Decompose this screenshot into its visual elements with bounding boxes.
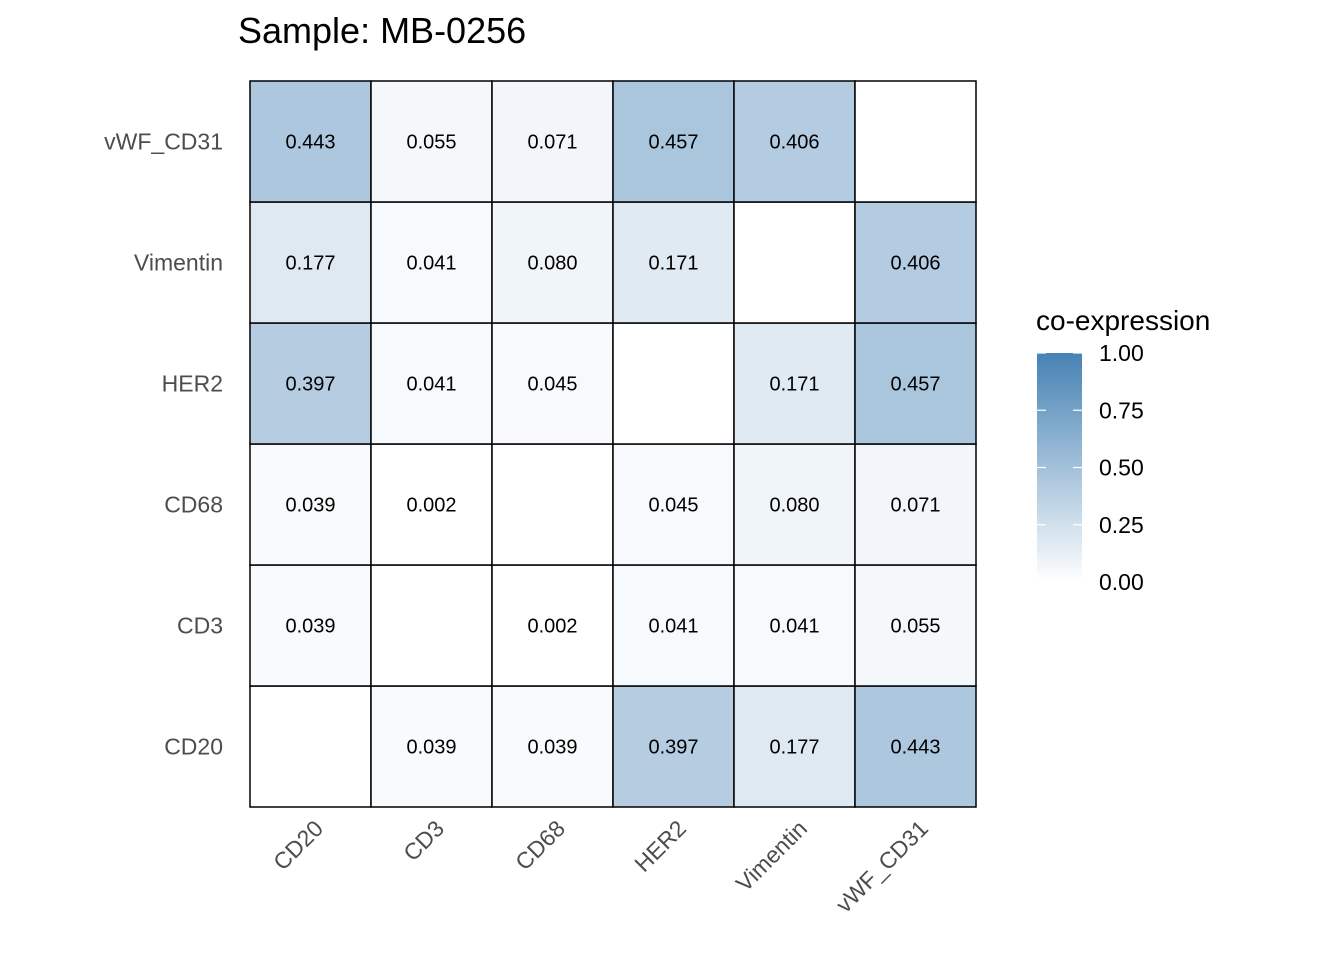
legend-tick-label: 1.00 xyxy=(1099,340,1144,366)
cell-value-label: 0.406 xyxy=(890,253,940,275)
heatmap-cell xyxy=(491,201,614,324)
cell-value-label: 0.039 xyxy=(406,737,456,759)
heatmap-cell xyxy=(249,564,372,687)
y-tick-label: HER2 xyxy=(162,371,223,397)
cell-value-label: 0.039 xyxy=(527,737,577,759)
heatmap-cell xyxy=(854,201,977,324)
cell-value-label: 0.171 xyxy=(769,374,819,396)
legend-tick-label: 0.50 xyxy=(1099,455,1144,481)
heatmap-cell xyxy=(491,322,614,445)
cell-value-label: 0.443 xyxy=(890,737,940,759)
heatmap-cell xyxy=(612,201,735,324)
heatmap-cell xyxy=(370,322,493,445)
heatmap-cell xyxy=(854,685,977,808)
legend-tick-label: 0.25 xyxy=(1099,512,1144,538)
heatmap-cell xyxy=(612,322,735,445)
cell-value-label: 0.457 xyxy=(890,374,940,396)
legend-tick-label: 0.00 xyxy=(1099,569,1144,595)
x-tick-label: Vimentin xyxy=(731,815,812,896)
cell-value-label: 0.080 xyxy=(527,253,577,275)
cell-value-label: 0.397 xyxy=(285,374,335,396)
heatmap-cell xyxy=(249,322,372,445)
heatmap-cell xyxy=(491,443,614,566)
heatmap-cell xyxy=(370,443,493,566)
cell-value-label: 0.071 xyxy=(890,495,940,517)
heatmap-cell xyxy=(612,443,735,566)
cell-value-label: 0.041 xyxy=(406,374,456,396)
cell-value-label: 0.406 xyxy=(769,132,819,154)
cell-value-label: 0.177 xyxy=(769,737,819,759)
cell-value-label: 0.171 xyxy=(648,253,698,275)
cell-value-label: 0.443 xyxy=(285,132,335,154)
heatmap-cell xyxy=(854,443,977,566)
heatmap-cell xyxy=(733,322,856,445)
cell-value-label: 0.041 xyxy=(769,616,819,638)
cell-value-label: 0.397 xyxy=(648,737,698,759)
cell-value-label: 0.045 xyxy=(527,374,577,396)
cell-value-label: 0.002 xyxy=(406,495,456,517)
y-tick-label: Vimentin xyxy=(134,250,223,276)
x-tick-label: HER2 xyxy=(629,815,691,877)
x-tick-label: CD3 xyxy=(398,815,449,866)
cell-value-label: 0.055 xyxy=(406,132,456,154)
cell-value-label: 0.055 xyxy=(890,616,940,638)
cell-value-label: 0.045 xyxy=(648,495,698,517)
y-tick-label: vWF_CD31 xyxy=(104,129,223,155)
heatmap-cell xyxy=(612,685,735,808)
cell-value-label: 0.080 xyxy=(769,495,819,517)
heatmap-cell xyxy=(733,564,856,687)
cell-value-label: 0.041 xyxy=(648,616,698,638)
heatmap-cell xyxy=(491,564,614,687)
heatmap-cell xyxy=(733,685,856,808)
heatmap-cell xyxy=(854,322,977,445)
heatmap-cell xyxy=(370,201,493,324)
cell-value-label: 0.039 xyxy=(285,616,335,638)
heatmap-cell xyxy=(370,685,493,808)
y-tick-label: CD68 xyxy=(164,492,223,518)
cell-value-label: 0.177 xyxy=(285,253,335,275)
cell-value-label: 0.002 xyxy=(527,616,577,638)
heatmap-cell xyxy=(370,564,493,687)
heatmap-cell xyxy=(733,201,856,324)
cell-value-label: 0.041 xyxy=(406,253,456,275)
x-tick-label: CD20 xyxy=(268,815,328,875)
heatmap-cell xyxy=(733,80,856,203)
heatmap-cell xyxy=(249,80,372,203)
heatmap-cell xyxy=(612,80,735,203)
heatmap-cell xyxy=(612,564,735,687)
cell-value-label: 0.457 xyxy=(648,132,698,154)
heatmap-cell xyxy=(249,685,372,808)
chart-title: Sample: MB-0256 xyxy=(238,10,527,51)
y-tick-label: CD3 xyxy=(177,613,223,639)
y-tick-label: CD20 xyxy=(164,734,223,760)
heatmap-cell xyxy=(733,443,856,566)
heatmap-cell xyxy=(249,443,372,566)
x-tick-label: vWF_CD31 xyxy=(831,815,933,917)
cell-value-label: 0.039 xyxy=(285,495,335,517)
legend-tick-label: 0.75 xyxy=(1099,397,1144,423)
x-tick-label: CD68 xyxy=(510,815,570,875)
cell-value-label: 0.071 xyxy=(527,132,577,154)
legend-title: co-expression xyxy=(1036,305,1211,336)
heatmap-cell xyxy=(854,80,977,203)
